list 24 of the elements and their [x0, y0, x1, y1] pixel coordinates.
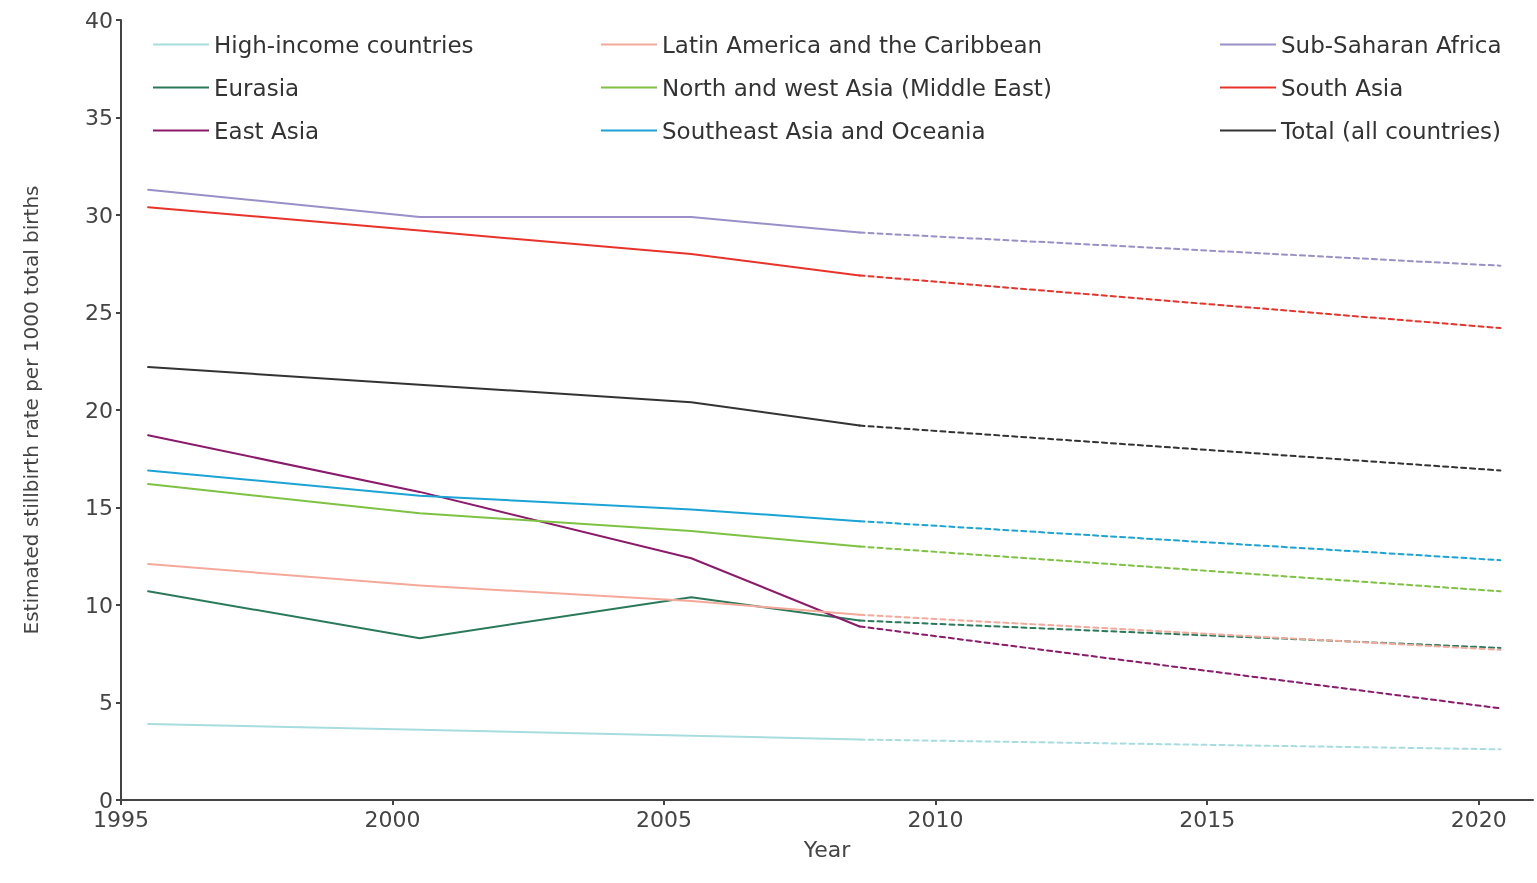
y-tick-label: 10 [85, 592, 113, 618]
y-tick-label: 35 [85, 105, 113, 130]
y-axis-title: Estimated stillbirth rate per 1000 total births [19, 185, 43, 635]
legend-label: East Asia [214, 117, 320, 144]
legend-label: High-income countries [214, 31, 474, 58]
y-tick-label: 15 [85, 495, 113, 520]
legend-label: North and west Asia (Middle East) [662, 74, 1052, 101]
legend-label: Southeast Asia and Oceania [662, 117, 986, 144]
legend-label: Sub-Saharan Africa [1281, 31, 1502, 58]
legend-label: Latin America and the Caribbean [662, 31, 1043, 58]
y-tick-label: 25 [85, 300, 113, 325]
x-tick-label: 2020 [1450, 806, 1507, 832]
y-tick-label: 20 [85, 397, 113, 423]
x-tick-label: 2010 [907, 806, 964, 832]
x-tick-label: 2015 [1179, 806, 1236, 832]
x-tick-label: 2000 [364, 806, 421, 832]
x-axis-title: Year [802, 836, 852, 862]
legend-label: Total (all countries) [1280, 117, 1502, 144]
x-tick-label: 2005 [636, 806, 693, 832]
y-tick-label: 40 [85, 7, 113, 33]
y-tick-label: 30 [85, 202, 113, 228]
legend-label: Eurasia [214, 74, 300, 101]
y-tick-label: 5 [99, 690, 113, 715]
legend-label: South Asia [1281, 74, 1404, 101]
